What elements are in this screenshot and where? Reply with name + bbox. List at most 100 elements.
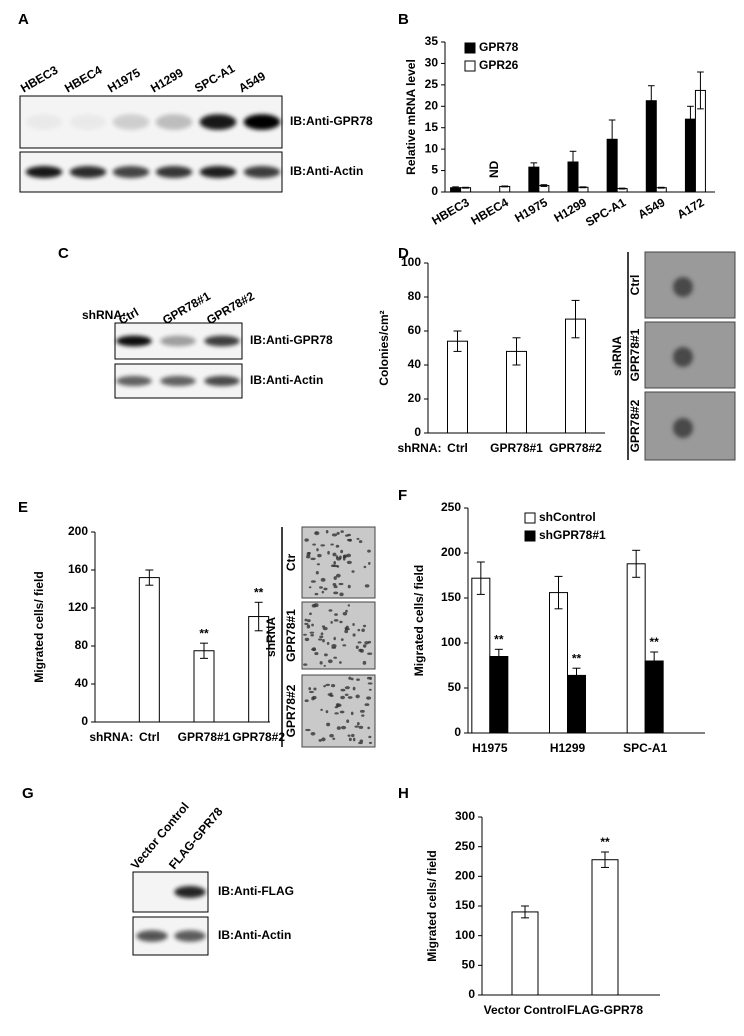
error-bar	[687, 105, 694, 133]
error-bar	[554, 575, 563, 610]
y-tick-label: 300	[455, 809, 475, 823]
cell	[325, 683, 331, 687]
blot-band	[160, 335, 196, 347]
error-bar	[650, 651, 659, 671]
cell	[325, 710, 329, 714]
y-tick-label: 80	[408, 289, 422, 303]
bar	[471, 577, 491, 734]
blot-band	[243, 114, 281, 130]
cell	[352, 623, 355, 627]
error-bar	[145, 569, 154, 586]
y-tick-label: 5	[431, 163, 438, 177]
cell	[367, 640, 372, 644]
error-bar	[521, 905, 529, 919]
cell	[304, 699, 309, 703]
cell	[335, 544, 340, 548]
y-axis-label: Migrated cells/ field	[425, 850, 439, 961]
cell	[304, 538, 309, 542]
bar	[193, 650, 215, 723]
cell	[345, 534, 349, 537]
cell	[335, 703, 340, 708]
x-tick-label: GPR78#2	[549, 441, 602, 455]
y-tick-label: 160	[68, 562, 88, 576]
cell	[316, 548, 319, 552]
y-tick-label: 100	[401, 255, 421, 269]
lane-label: H1975	[105, 65, 143, 95]
y-axis-label: Migrated cells/ field	[412, 565, 426, 676]
bar	[591, 859, 619, 996]
cell	[344, 686, 350, 690]
inset-label: Ctr	[284, 554, 298, 572]
cell	[350, 677, 354, 681]
cell	[339, 592, 344, 597]
blot-band	[204, 375, 240, 387]
cell	[318, 638, 323, 641]
cell	[314, 651, 319, 656]
error-bar	[200, 642, 208, 659]
cell	[321, 737, 326, 742]
legend-swatch	[524, 530, 536, 542]
y-tick-label: 20	[408, 391, 422, 405]
y-axis-label: Migrated cells/ field	[32, 571, 46, 682]
y-tick-label: 120	[68, 600, 88, 614]
blot-label: IB:Anti-Actin	[218, 928, 291, 942]
bar	[644, 660, 664, 734]
y-tick-label: 50	[462, 958, 476, 972]
cell	[339, 710, 345, 714]
cell	[308, 687, 312, 691]
x-tick-label: A549	[636, 195, 668, 222]
blot-band	[155, 114, 193, 130]
y-tick-label: 40	[408, 357, 422, 371]
x-tick-label: A172	[675, 195, 707, 222]
inset-label: GPR78#2	[284, 684, 298, 737]
x-tick-label: GPR78#1	[490, 441, 543, 455]
cell	[347, 734, 351, 737]
legend-swatch	[464, 42, 476, 54]
cell	[333, 585, 338, 589]
cell	[305, 555, 311, 559]
panel-letter: F	[398, 487, 407, 504]
y-tick-label: 0	[81, 714, 88, 728]
x-axis-label: shRNA:	[398, 441, 442, 455]
cell	[352, 633, 356, 637]
cell	[333, 636, 336, 641]
x-tick-label: FLAG-GPR78	[567, 1003, 643, 1017]
blot-band	[199, 114, 237, 130]
blot-band	[116, 375, 152, 387]
bar	[447, 340, 468, 434]
cell	[333, 656, 338, 659]
error-bar	[572, 667, 581, 684]
cell	[316, 563, 321, 566]
colony	[673, 277, 693, 297]
significance: **	[254, 585, 264, 599]
cell	[320, 632, 324, 636]
cell	[347, 604, 351, 607]
x-tick-label: Ctrl	[447, 441, 468, 455]
error-bar	[254, 601, 263, 632]
error-bar	[540, 184, 548, 187]
cell	[340, 725, 347, 730]
y-tick-label: 0	[454, 725, 461, 739]
cell	[304, 622, 309, 625]
bar	[511, 911, 539, 996]
panel-letter: D	[398, 245, 409, 262]
cell	[319, 586, 323, 589]
cell	[329, 694, 334, 697]
blot-band	[25, 166, 63, 178]
blot-band	[174, 886, 206, 898]
legend-label: shControl	[539, 510, 596, 524]
y-axis-label: Relative mRNA level	[404, 59, 418, 175]
cell	[364, 584, 370, 588]
cell	[311, 603, 317, 608]
cell	[358, 725, 364, 729]
bar	[549, 592, 568, 734]
y-tick-label: 30	[425, 56, 439, 70]
cell	[334, 712, 339, 715]
cell	[333, 564, 339, 568]
significance: **	[494, 632, 504, 646]
cell	[330, 620, 333, 624]
cell	[358, 540, 363, 544]
cell	[309, 631, 315, 634]
cell	[333, 576, 337, 580]
